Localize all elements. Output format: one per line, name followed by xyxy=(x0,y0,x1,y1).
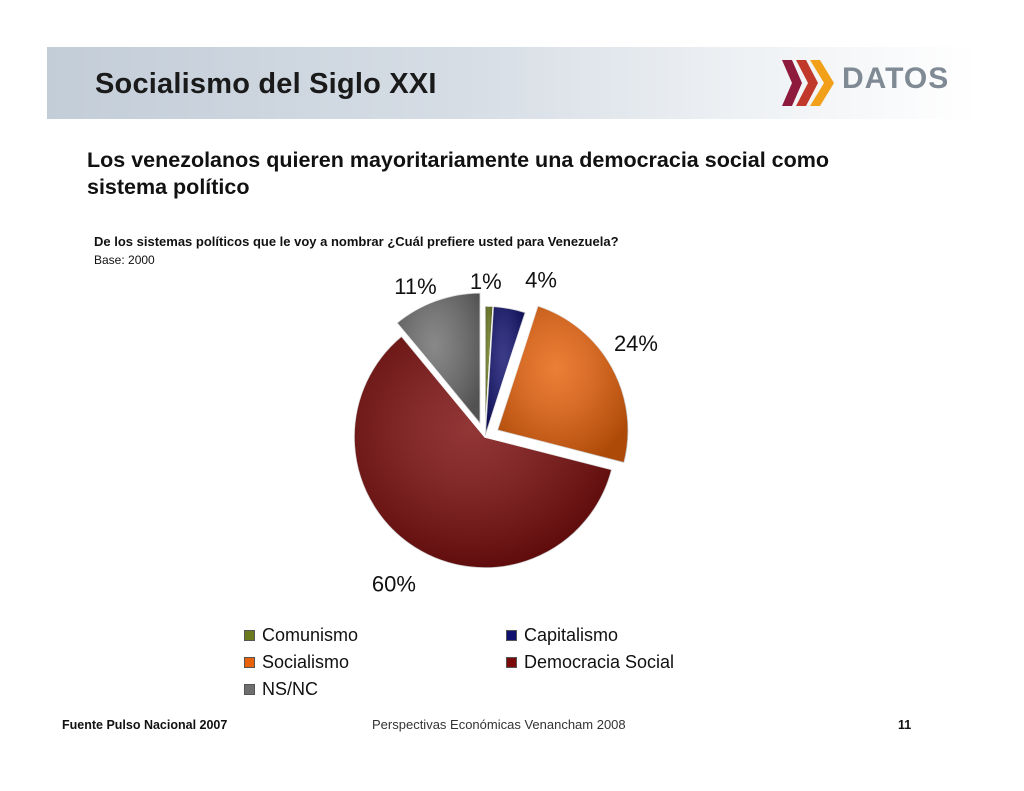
chart-legend: Comunismo Capitalismo Socialismo Democra… xyxy=(244,625,764,705)
pie-chart: 1% 4% 24% 60% 11% xyxy=(353,268,658,595)
legend-item-democracia-social: Democracia Social xyxy=(506,652,674,673)
logo-text: DATOS xyxy=(842,62,950,95)
legend-label-democracia-social: Democracia Social xyxy=(524,652,675,672)
data-label-ns-nc: 11% xyxy=(394,274,436,299)
slide-title: Socialismo del Siglo XXI xyxy=(95,68,437,100)
legend-item-ns-nc: NS/NC xyxy=(244,679,318,700)
pie-slice-shade-socialismo xyxy=(497,305,629,463)
legend-label-capitalismo: Capitalismo xyxy=(524,625,619,645)
legend-item-socialismo: Socialismo xyxy=(244,652,349,673)
legend-swatch-comunismo xyxy=(244,630,255,641)
legend-item-comunismo: Comunismo xyxy=(244,625,358,646)
headline: Los venezolanos quieren mayoritariamente… xyxy=(87,148,830,199)
page-number: 11 xyxy=(898,718,912,732)
legend-item-capitalismo: Capitalismo xyxy=(506,625,618,646)
pie-slice-shade-democracia-social xyxy=(354,336,612,568)
legend-swatch-democracia-social xyxy=(506,657,517,668)
legend-label-socialismo: Socialismo xyxy=(262,652,350,672)
legend-label-ns-nc: NS/NC xyxy=(262,679,319,699)
legend-swatch-capitalismo xyxy=(506,630,517,641)
pie-slice-shade-capitalismo xyxy=(485,306,526,437)
data-label-democracia-social: 60% xyxy=(372,572,416,595)
footer-center-text: Perspectivas Económicas Venancham 2008 xyxy=(372,717,626,732)
sample-base: Base: 2000 xyxy=(94,253,155,267)
legend-swatch-socialismo xyxy=(244,657,255,668)
survey-question: De los sistemas políticos que le voy a n… xyxy=(94,234,619,249)
data-label-socialismo: 24% xyxy=(614,331,658,356)
data-label-comunismo: 1% xyxy=(470,269,502,294)
legend-label-comunismo: Comunismo xyxy=(262,625,359,645)
legend-swatch-ns-nc xyxy=(244,684,255,695)
footer-source: Fuente Pulso Nacional 2007 xyxy=(62,718,228,732)
logo-chevrons-icon xyxy=(782,60,834,106)
data-label-capitalismo: 4% xyxy=(525,268,557,293)
datos-logo: DATOS xyxy=(780,56,960,110)
pie-slice-shade-ns-nc xyxy=(396,292,481,424)
header-band xyxy=(47,47,977,119)
